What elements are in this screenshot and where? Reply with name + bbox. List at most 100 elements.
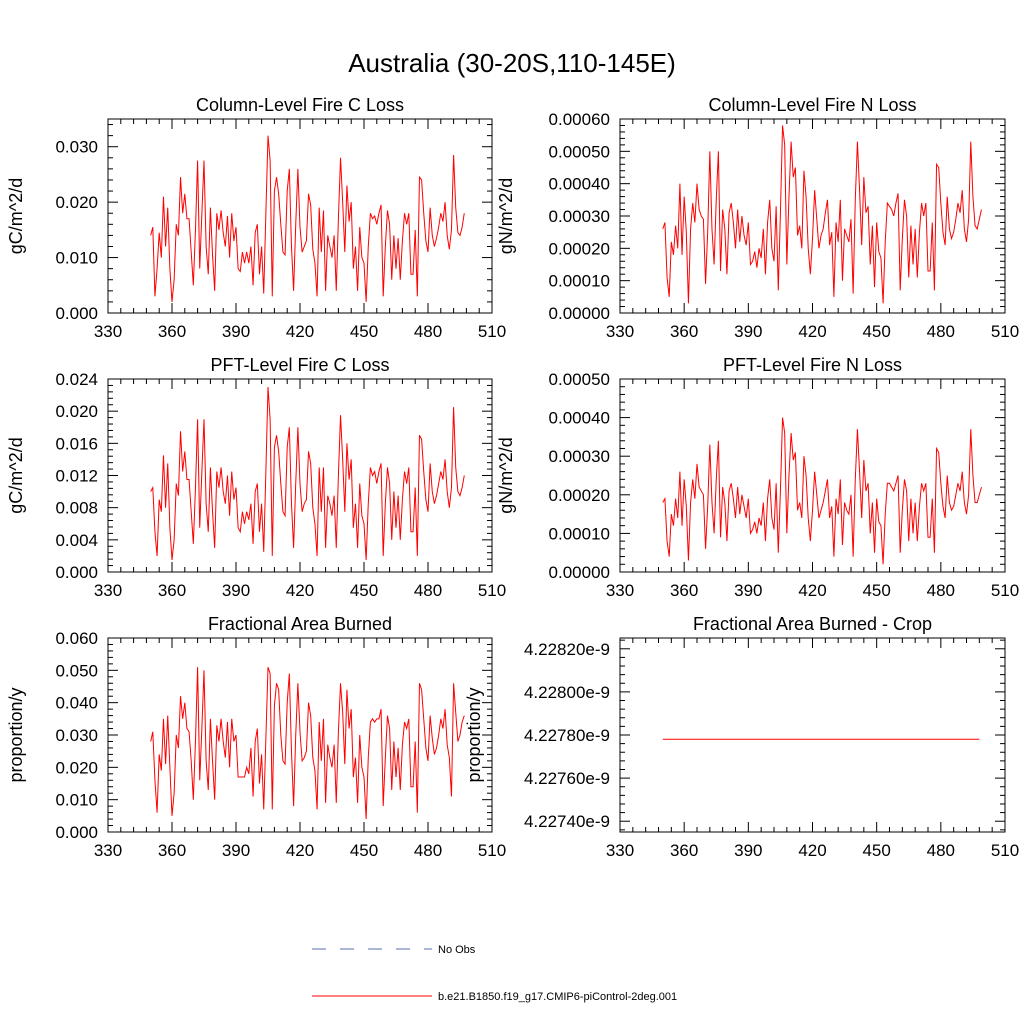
x-tick-label: 390 bbox=[734, 841, 762, 860]
y-tick-label: 0.040 bbox=[55, 694, 98, 713]
y-tick-label: 0.00020 bbox=[549, 486, 610, 505]
legend-model-label: b.e21.B1850.f19_g17.CMIP6-piControl-2deg… bbox=[438, 991, 677, 1003]
x-tick-label: 450 bbox=[350, 581, 378, 600]
x-tick-label: 420 bbox=[286, 322, 314, 341]
y-tick-label: 4.22780e-9 bbox=[524, 726, 610, 745]
panel-title: Column-Level Fire N Loss bbox=[708, 95, 916, 115]
y-tick-label: 0.00000 bbox=[549, 304, 610, 323]
x-tick-label: 420 bbox=[798, 841, 826, 860]
x-tick-label: 390 bbox=[734, 581, 762, 600]
y-tick-label: 0.024 bbox=[55, 370, 98, 389]
x-tick-label: 480 bbox=[927, 841, 955, 860]
y-tick-label: 4.22820e-9 bbox=[524, 640, 610, 659]
panel-2: Column-Level Fire N Loss 330 360 390 420 450 4… bbox=[496, 95, 1019, 341]
x-tick-label: 360 bbox=[670, 581, 698, 600]
panels: Column-Level Fire C Loss 330 360 390 420 450 4… bbox=[6, 95, 1019, 860]
panel-3: PFT-Level Fire C Loss 330 360 390 420 450 480 5… bbox=[6, 355, 506, 600]
x-tick-label: 360 bbox=[670, 322, 698, 341]
panel-4: PFT-Level Fire N Loss 330 360 390 420 450 480 5… bbox=[496, 355, 1019, 600]
x-tick-label: 390 bbox=[734, 322, 762, 341]
legend: No Obs b.e21.B1850.f19_g17.CMIP6-piContr… bbox=[312, 944, 677, 1003]
y-axis-label: proportion/y bbox=[464, 687, 484, 782]
x-tick-label: 360 bbox=[158, 322, 186, 341]
y-tick-label: 0.00030 bbox=[549, 447, 610, 466]
y-tick-label: 0.004 bbox=[55, 531, 98, 550]
series-line bbox=[662, 417, 982, 565]
x-tick-label: 480 bbox=[927, 581, 955, 600]
panel-title: PFT-Level Fire N Loss bbox=[723, 355, 902, 375]
y-tick-label: 0.00010 bbox=[549, 272, 610, 291]
y-tick-label: 0.010 bbox=[55, 249, 98, 268]
y-tick-label: 0.008 bbox=[55, 499, 98, 518]
x-tick-label: 330 bbox=[606, 322, 634, 341]
x-tick-label: 510 bbox=[991, 581, 1019, 600]
y-axis-label: gC/m^2/d bbox=[6, 437, 26, 513]
y-axis-label: gN/m^2/d bbox=[496, 437, 516, 513]
figure-title: Australia (30-20S,110-145E) bbox=[348, 48, 676, 78]
y-tick-label: 0.020 bbox=[55, 193, 98, 212]
panel-title: Fractional Area Burned - Crop bbox=[693, 614, 932, 634]
x-tick-label: 420 bbox=[798, 581, 826, 600]
y-tick-label: 4.22800e-9 bbox=[524, 683, 610, 702]
x-tick-label: 420 bbox=[798, 322, 826, 341]
x-tick-label: 480 bbox=[414, 581, 442, 600]
x-tick-label: 450 bbox=[862, 322, 890, 341]
x-tick-label: 480 bbox=[414, 322, 442, 341]
y-tick-label: 0.00060 bbox=[549, 110, 610, 129]
x-tick-label: 510 bbox=[991, 322, 1019, 341]
x-tick-label: 330 bbox=[94, 581, 122, 600]
x-tick-label: 360 bbox=[158, 581, 186, 600]
x-tick-label: 480 bbox=[927, 322, 955, 341]
x-tick-label: 330 bbox=[606, 581, 634, 600]
x-tick-label: 450 bbox=[862, 841, 890, 860]
y-tick-label: 0.020 bbox=[55, 402, 98, 421]
series-line bbox=[150, 135, 465, 302]
panel-title: PFT-Level Fire C Loss bbox=[210, 355, 389, 375]
series-line bbox=[662, 125, 982, 304]
y-tick-label: 0.016 bbox=[55, 434, 98, 453]
y-axis-label: proportion/y bbox=[6, 687, 26, 782]
y-tick-label: 0.060 bbox=[55, 629, 98, 648]
x-tick-label: 330 bbox=[606, 841, 634, 860]
x-tick-label: 510 bbox=[478, 322, 506, 341]
x-tick-label: 390 bbox=[222, 581, 250, 600]
y-tick-label: 0.00020 bbox=[549, 239, 610, 258]
x-tick-label: 420 bbox=[286, 581, 314, 600]
panel-6: Fractional Area Burned - Crop 330 360 390 42… bbox=[464, 614, 1019, 860]
y-tick-label: 0.000 bbox=[55, 304, 98, 323]
x-tick-label: 390 bbox=[222, 322, 250, 341]
y-tick-label: 0.00000 bbox=[549, 563, 610, 582]
y-tick-label: 4.22760e-9 bbox=[524, 769, 610, 788]
y-tick-label: 0.010 bbox=[55, 791, 98, 810]
x-tick-label: 450 bbox=[862, 581, 890, 600]
y-tick-label: 0.00050 bbox=[549, 142, 610, 161]
x-tick-label: 510 bbox=[478, 581, 506, 600]
x-tick-label: 510 bbox=[991, 841, 1019, 860]
y-axis-label: gC/m^2/d bbox=[6, 178, 26, 254]
panel-1: Column-Level Fire C Loss 330 360 390 420 450 4… bbox=[6, 95, 506, 341]
x-tick-label: 360 bbox=[158, 841, 186, 860]
series-line bbox=[150, 666, 465, 820]
y-tick-label: 0.000 bbox=[55, 823, 98, 842]
x-tick-label: 420 bbox=[286, 841, 314, 860]
y-tick-label: 0.030 bbox=[55, 726, 98, 745]
y-tick-label: 0.012 bbox=[55, 467, 98, 486]
y-tick-label: 0.00030 bbox=[549, 207, 610, 226]
x-tick-label: 510 bbox=[478, 841, 506, 860]
legend-no-obs-label: No Obs bbox=[438, 944, 476, 956]
y-tick-label: 0.00040 bbox=[549, 409, 610, 428]
panel-title: Fractional Area Burned bbox=[208, 614, 392, 634]
y-tick-label: 0.050 bbox=[55, 661, 98, 680]
plot-frame bbox=[619, 118, 1006, 314]
panel-title: Column-Level Fire C Loss bbox=[196, 95, 404, 115]
y-tick-label: 4.22740e-9 bbox=[524, 812, 610, 831]
panel-5: Fractional Area Burned 330 360 390 420 450 480… bbox=[6, 614, 506, 860]
x-tick-label: 360 bbox=[670, 841, 698, 860]
y-tick-label: 0.00040 bbox=[549, 175, 610, 194]
y-tick-label: 0.030 bbox=[55, 138, 98, 157]
y-tick-label: 0.020 bbox=[55, 758, 98, 777]
x-tick-label: 450 bbox=[350, 322, 378, 341]
x-tick-label: 480 bbox=[414, 841, 442, 860]
series-line bbox=[150, 387, 465, 560]
